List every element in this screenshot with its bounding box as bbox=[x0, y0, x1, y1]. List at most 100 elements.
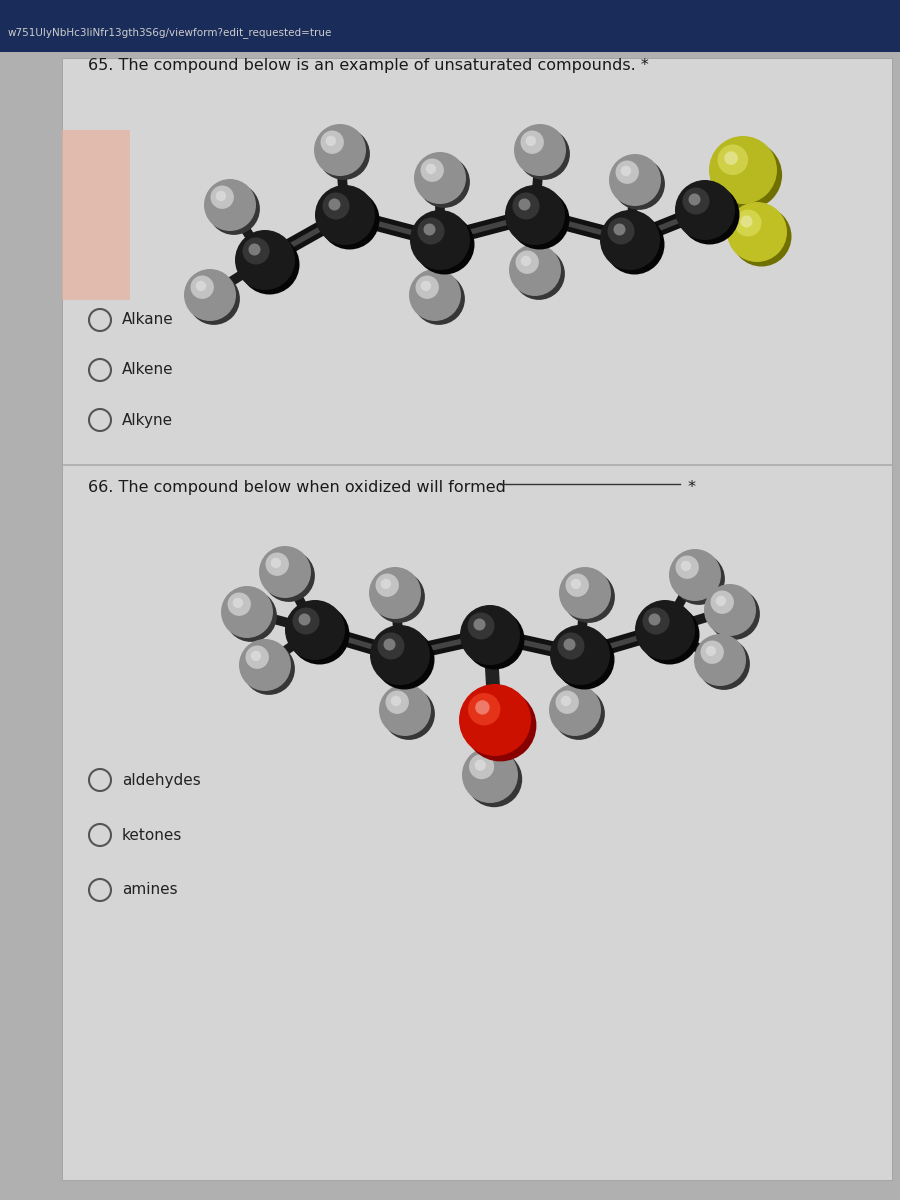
Circle shape bbox=[640, 605, 699, 665]
Circle shape bbox=[320, 190, 380, 250]
Circle shape bbox=[410, 210, 470, 270]
Circle shape bbox=[613, 158, 665, 210]
Circle shape bbox=[228, 593, 251, 616]
Circle shape bbox=[424, 223, 436, 235]
Circle shape bbox=[420, 281, 431, 292]
Circle shape bbox=[466, 751, 522, 808]
Circle shape bbox=[682, 187, 709, 215]
Circle shape bbox=[688, 193, 700, 205]
Text: amines: amines bbox=[122, 882, 177, 898]
Circle shape bbox=[520, 131, 544, 154]
Circle shape bbox=[600, 210, 660, 270]
Circle shape bbox=[462, 746, 518, 803]
Circle shape bbox=[328, 198, 340, 210]
Circle shape bbox=[381, 578, 392, 589]
Circle shape bbox=[242, 238, 269, 264]
Circle shape bbox=[717, 144, 748, 175]
Circle shape bbox=[416, 276, 439, 299]
Circle shape bbox=[195, 281, 206, 292]
Text: *: * bbox=[683, 480, 696, 494]
Circle shape bbox=[675, 180, 735, 240]
Circle shape bbox=[418, 217, 445, 245]
Circle shape bbox=[233, 598, 243, 608]
Circle shape bbox=[526, 136, 536, 146]
Circle shape bbox=[643, 607, 670, 635]
Circle shape bbox=[235, 230, 295, 290]
Circle shape bbox=[700, 641, 724, 664]
Circle shape bbox=[299, 613, 310, 625]
Text: 66. The compound below when oxidized will formed: 66. The compound below when oxidized wil… bbox=[88, 480, 506, 494]
Circle shape bbox=[377, 632, 404, 660]
Circle shape bbox=[188, 272, 240, 325]
Circle shape bbox=[518, 128, 570, 180]
Circle shape bbox=[239, 234, 300, 294]
Text: ketones: ketones bbox=[122, 828, 183, 842]
Circle shape bbox=[225, 590, 277, 642]
Circle shape bbox=[732, 206, 791, 266]
Circle shape bbox=[464, 610, 525, 670]
Circle shape bbox=[266, 552, 289, 576]
Circle shape bbox=[708, 588, 760, 640]
Text: Alkane: Alkane bbox=[122, 312, 174, 328]
Circle shape bbox=[320, 131, 344, 154]
Circle shape bbox=[89, 308, 111, 331]
Circle shape bbox=[379, 684, 431, 736]
Circle shape bbox=[509, 190, 570, 250]
Circle shape bbox=[208, 182, 260, 235]
Circle shape bbox=[571, 578, 581, 589]
Circle shape bbox=[635, 600, 695, 660]
Circle shape bbox=[391, 696, 401, 706]
Circle shape bbox=[89, 409, 111, 431]
Circle shape bbox=[243, 643, 295, 695]
Circle shape bbox=[370, 625, 430, 685]
Circle shape bbox=[369, 566, 421, 619]
Circle shape bbox=[518, 198, 530, 210]
Circle shape bbox=[464, 689, 536, 761]
Circle shape bbox=[514, 124, 566, 176]
FancyBboxPatch shape bbox=[62, 130, 130, 300]
Circle shape bbox=[322, 192, 349, 220]
Circle shape bbox=[521, 256, 531, 266]
Circle shape bbox=[259, 546, 311, 598]
Circle shape bbox=[704, 584, 756, 636]
Circle shape bbox=[605, 215, 664, 275]
Circle shape bbox=[263, 550, 315, 602]
Circle shape bbox=[211, 186, 234, 209]
Circle shape bbox=[553, 688, 605, 740]
Circle shape bbox=[709, 136, 777, 204]
Circle shape bbox=[557, 632, 584, 660]
Circle shape bbox=[413, 272, 465, 325]
Circle shape bbox=[727, 202, 787, 262]
Circle shape bbox=[292, 607, 320, 635]
Circle shape bbox=[239, 638, 291, 691]
Circle shape bbox=[509, 244, 561, 296]
Circle shape bbox=[562, 571, 615, 623]
Circle shape bbox=[741, 216, 752, 228]
Circle shape bbox=[616, 161, 639, 184]
Circle shape bbox=[285, 600, 345, 660]
FancyBboxPatch shape bbox=[0, 0, 900, 52]
Circle shape bbox=[326, 136, 336, 146]
Circle shape bbox=[563, 638, 575, 650]
Circle shape bbox=[89, 824, 111, 846]
FancyBboxPatch shape bbox=[62, 58, 892, 1180]
Circle shape bbox=[614, 223, 626, 235]
Circle shape bbox=[414, 152, 466, 204]
Circle shape bbox=[555, 690, 579, 714]
Circle shape bbox=[676, 556, 699, 578]
Circle shape bbox=[89, 769, 111, 791]
Text: Alkene: Alkene bbox=[122, 362, 174, 378]
Circle shape bbox=[559, 566, 611, 619]
Circle shape bbox=[512, 192, 539, 220]
Circle shape bbox=[698, 638, 750, 690]
Circle shape bbox=[191, 276, 214, 299]
Circle shape bbox=[710, 590, 734, 614]
Text: aldehydes: aldehydes bbox=[122, 773, 201, 787]
Circle shape bbox=[89, 359, 111, 382]
Circle shape bbox=[561, 696, 572, 706]
Circle shape bbox=[621, 166, 631, 176]
Circle shape bbox=[221, 586, 273, 638]
Circle shape bbox=[716, 595, 726, 606]
Circle shape bbox=[426, 163, 436, 174]
Circle shape bbox=[680, 560, 691, 571]
